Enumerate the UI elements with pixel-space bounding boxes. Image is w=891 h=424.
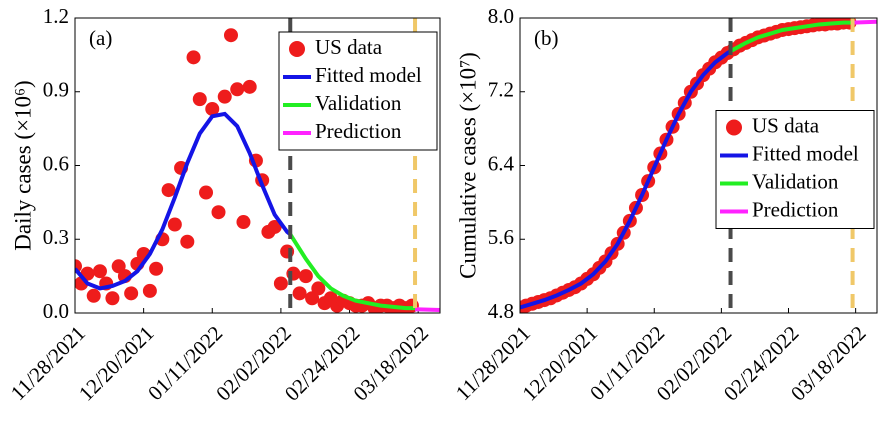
legend-label: US data (752, 113, 820, 137)
y-tick-label: 4.8 (488, 299, 514, 323)
legend-marker (289, 41, 305, 57)
legend-box (715, 110, 875, 229)
data-point (92, 264, 107, 279)
y-tick-label: 0.9 (43, 78, 69, 102)
data-point (199, 185, 214, 200)
y-tick-label: 1.2 (43, 4, 69, 28)
data-point (223, 28, 238, 43)
data-point (311, 281, 326, 296)
data-point (236, 215, 251, 230)
data-point (211, 205, 226, 220)
legend-label: Fitted model (752, 141, 859, 165)
data-point (86, 288, 101, 303)
legend-box (278, 31, 438, 151)
y-tick-label: 5.6 (488, 225, 514, 249)
data-point (105, 291, 120, 306)
data-point (161, 183, 176, 198)
data-point (186, 50, 201, 65)
data-point (242, 79, 257, 94)
y-tick-label: 0.6 (43, 151, 69, 175)
x-tick-label: 12/20/2021 (74, 321, 159, 406)
x-tick-label: 03/18/2022 (348, 321, 433, 406)
y-axis-label: Cumulative cases (×10⁷) (455, 52, 480, 279)
legend-marker (726, 119, 742, 136)
series-line (288, 233, 416, 311)
legend-label: Fitted model (315, 63, 422, 87)
data-point (298, 269, 313, 284)
legend-label: Validation (752, 169, 839, 193)
data-point (149, 261, 164, 276)
axes-frame (74, 17, 441, 314)
series-line (729, 20, 853, 53)
series-line (414, 307, 440, 313)
data-point (230, 82, 245, 97)
legend-label: Prediction (315, 119, 402, 143)
panel-label: (b) (534, 26, 559, 50)
y-tick-label: 7.2 (488, 78, 514, 102)
y-tick-label: 8.0 (488, 4, 514, 28)
plot-area (75, 28, 440, 313)
data-point (273, 276, 288, 291)
data-point (180, 234, 195, 249)
panel-label: (a) (89, 26, 112, 50)
legend-label: Validation (315, 91, 402, 115)
legend-label: US data (315, 35, 383, 59)
legend-label: Prediction (752, 197, 839, 221)
data-point (124, 286, 139, 301)
data-point (217, 89, 232, 104)
axes-frame (519, 17, 878, 314)
data-point (205, 101, 220, 116)
series-line (75, 111, 292, 291)
data-point (267, 219, 282, 234)
y-tick-label: 0.3 (43, 225, 69, 249)
series-line (852, 19, 877, 25)
data-point (192, 92, 207, 107)
series-line (520, 49, 732, 310)
plot-area (520, 18, 877, 313)
y-tick-label: 0.0 (43, 299, 69, 323)
y-tick-label: 6.4 (488, 151, 515, 175)
data-point (142, 283, 157, 298)
data-point (292, 286, 307, 301)
y-axis-label: Daily cases (×10⁶) (10, 80, 35, 250)
data-point (167, 217, 182, 232)
